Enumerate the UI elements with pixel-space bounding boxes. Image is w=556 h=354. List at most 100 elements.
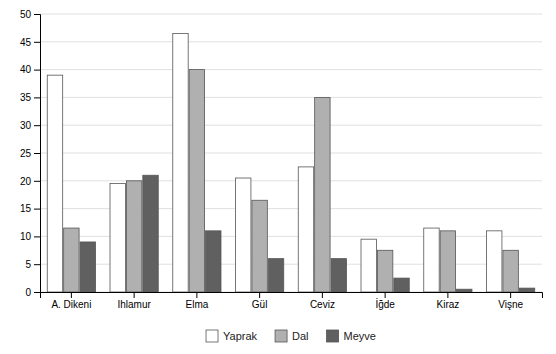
bar (268, 259, 283, 292)
bar (361, 239, 376, 292)
grid-line (40, 153, 542, 154)
tick-label: 25 (20, 148, 32, 159)
bar (80, 242, 95, 292)
bar (189, 70, 204, 292)
grid-line (40, 41, 542, 42)
bar-series (47, 33, 502, 292)
legend-label: Yaprak (223, 330, 258, 342)
tick: 20 (20, 176, 40, 187)
tick: 25 (20, 148, 40, 159)
tick: Gül (252, 292, 268, 310)
tick: Ihlamur (117, 292, 151, 310)
bar (315, 97, 330, 292)
legend: Yaprak Dal Meyve (206, 330, 376, 342)
tick-label: Kiraz (436, 299, 459, 310)
tick-label: Vişne (498, 299, 523, 310)
axis-line (34, 15, 41, 293)
tick: 40 (20, 64, 40, 75)
bar (487, 231, 502, 292)
plot: 0 5 10 15 20 25 30 35 40 45 50 A. Dikeni Ihlamur Elma… (20, 9, 543, 310)
tick-label: A. Dikeni (51, 299, 91, 310)
tick: Vişne (498, 292, 523, 310)
bar (143, 175, 158, 292)
tick: 50 (20, 9, 40, 20)
bar-series (64, 70, 519, 292)
tick-label: Gül (252, 299, 268, 310)
bars (47, 33, 534, 292)
legend-label: Meyve (344, 330, 376, 342)
tick-label: 20 (20, 176, 32, 187)
tick-mark (134, 292, 135, 298)
tick: 45 (20, 37, 40, 48)
tick-label: İğde (375, 298, 395, 310)
legend-item: Meyve (327, 330, 376, 342)
x-axis: A. Dikeni Ihlamur Elma Gül Ceviz İğde Kiraz Viş… (41, 292, 543, 310)
tick-mark (385, 292, 386, 298)
grid-line (40, 69, 542, 70)
y-axis: 0 5 10 15 20 25 30 35 40 45 50 (20, 9, 41, 298)
legend-swatch (275, 330, 287, 342)
tick: Ceviz (310, 292, 335, 310)
bar (424, 228, 439, 292)
bar (110, 184, 125, 292)
bar (519, 288, 534, 292)
tick-mark (34, 42, 40, 43)
grid-line (40, 180, 542, 181)
tick-mark (447, 292, 448, 298)
tick-mark (71, 292, 72, 298)
tick-mark (34, 292, 40, 293)
tick-mark (34, 70, 40, 71)
grid-line (40, 125, 542, 126)
legend-swatch (327, 330, 339, 342)
tick-label: Ceviz (310, 299, 335, 310)
tick-label: 15 (20, 203, 32, 214)
tick-mark (196, 292, 197, 298)
tick: 15 (20, 203, 40, 214)
tick-mark (34, 209, 40, 210)
grid-line (40, 14, 542, 15)
tick-label: 35 (20, 92, 32, 103)
tick-mark (34, 181, 40, 182)
tick-label: Elma (185, 299, 208, 310)
tick: 5 (25, 259, 40, 270)
bar (394, 278, 409, 292)
legend-item: Yaprak (206, 330, 258, 342)
bar (377, 250, 392, 292)
tick: İğde (375, 292, 395, 310)
tick-label: 40 (20, 64, 32, 75)
grid-line (40, 97, 542, 98)
grid (40, 14, 542, 292)
bar (298, 167, 313, 292)
bar (331, 259, 346, 292)
bar (236, 178, 251, 292)
tick-mark (34, 153, 40, 154)
tick: 30 (20, 120, 40, 131)
tick-label: 45 (20, 37, 32, 48)
bar (47, 75, 62, 292)
bar (173, 33, 188, 292)
tick: Kiraz (436, 292, 459, 310)
tick: 10 (20, 231, 40, 242)
tick: 0 (25, 287, 40, 298)
tick-mark (259, 292, 260, 298)
tick-label: Ihlamur (117, 299, 151, 310)
tick-mark (322, 292, 323, 298)
tick-label: 50 (20, 9, 32, 20)
bar (64, 228, 79, 292)
bar (126, 181, 141, 292)
legend-label: Dal (292, 330, 309, 342)
bar (503, 250, 518, 292)
axis-line (41, 293, 543, 299)
chart: 0 5 10 15 20 25 30 35 40 45 50 A. Dikeni Ihlamur Elma… (0, 0, 556, 354)
tick-mark (34, 125, 40, 126)
tick: Elma (185, 292, 208, 310)
bar (206, 231, 221, 292)
tick-label: 10 (20, 231, 32, 242)
tick-mark (34, 97, 40, 98)
legend-swatch (206, 330, 218, 342)
tick-label: 5 (25, 259, 31, 270)
tick-mark (510, 292, 511, 298)
tick: A. Dikeni (51, 292, 91, 310)
tick-label: 0 (25, 287, 31, 298)
tick: 35 (20, 92, 40, 103)
